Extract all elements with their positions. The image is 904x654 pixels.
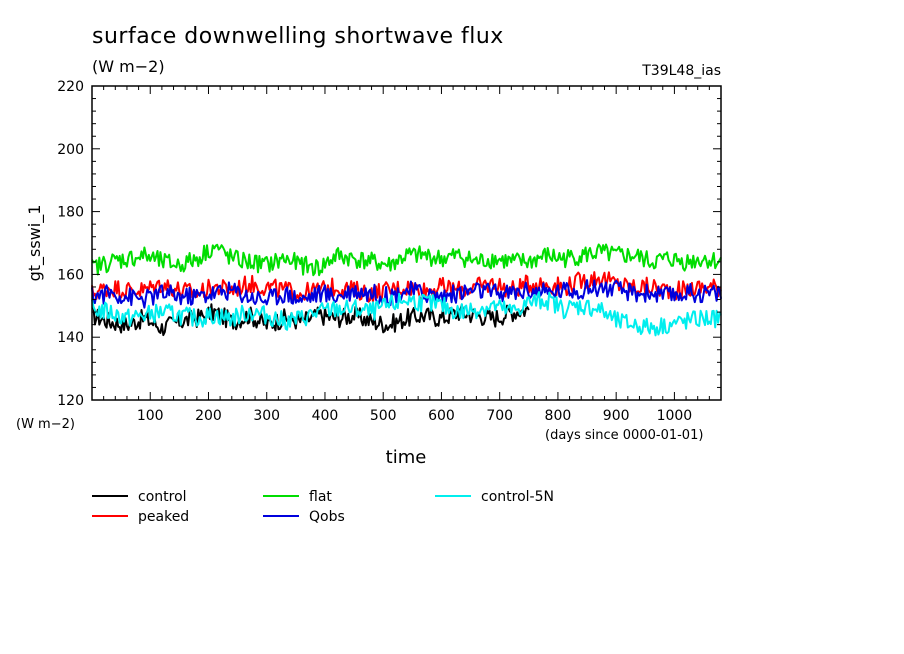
x-axis-label: time <box>386 447 427 468</box>
y-tick-label: 140 <box>57 330 84 346</box>
x-tick-label: 400 <box>312 408 339 424</box>
y-tick-label: 180 <box>57 205 84 221</box>
legend-label-flat: flat <box>309 489 332 505</box>
y-axis-units: (W m−2) <box>16 417 75 432</box>
x-tick-label: 200 <box>195 408 222 424</box>
series-line-flat <box>91 243 722 277</box>
y-tick-label: 120 <box>57 393 84 409</box>
legend-label-control: control <box>138 489 187 505</box>
chart-units: (W m−2) <box>92 57 165 76</box>
x-tick-label: 300 <box>253 408 280 424</box>
series-line-Qobs <box>91 279 722 309</box>
x-tick-label: 500 <box>370 408 397 424</box>
x-tick-label: 600 <box>428 408 455 424</box>
y-tick-label: 200 <box>57 142 84 158</box>
run-id-label: T39L48_ias <box>642 63 721 79</box>
plot-frame <box>91 85 722 401</box>
tick-layer <box>92 86 721 400</box>
series-line-control <box>91 303 530 337</box>
x-tick-label: 900 <box>603 408 630 424</box>
x-tick-label: 800 <box>545 408 572 424</box>
legend: control flat control-5N peaked Qobs <box>92 489 554 525</box>
x-tick-label: 100 <box>137 408 164 424</box>
y-tick-label: 160 <box>57 267 84 283</box>
series-layer <box>91 243 722 337</box>
x-tick-label: 1000 <box>657 408 693 424</box>
y-axis-label: gt_sswi_1 <box>25 205 45 282</box>
x-tick-label: 700 <box>486 408 513 424</box>
legend-label-Qobs: Qobs <box>309 509 345 525</box>
tick-labels: 100 200 300 400 500 600 700 800 900 1000 120 140 160… <box>57 79 692 424</box>
y-tick-label: 220 <box>57 79 84 95</box>
legend-label-peaked: peaked <box>138 509 189 525</box>
series-line-peaked <box>91 271 722 304</box>
chart-title: surface downwelling shortwave flux <box>92 24 504 49</box>
series-line-control-5N <box>91 291 722 337</box>
legend-label-control-5N: control-5N <box>481 489 554 505</box>
x-axis-units: (days since 0000-01-01) <box>545 428 703 443</box>
